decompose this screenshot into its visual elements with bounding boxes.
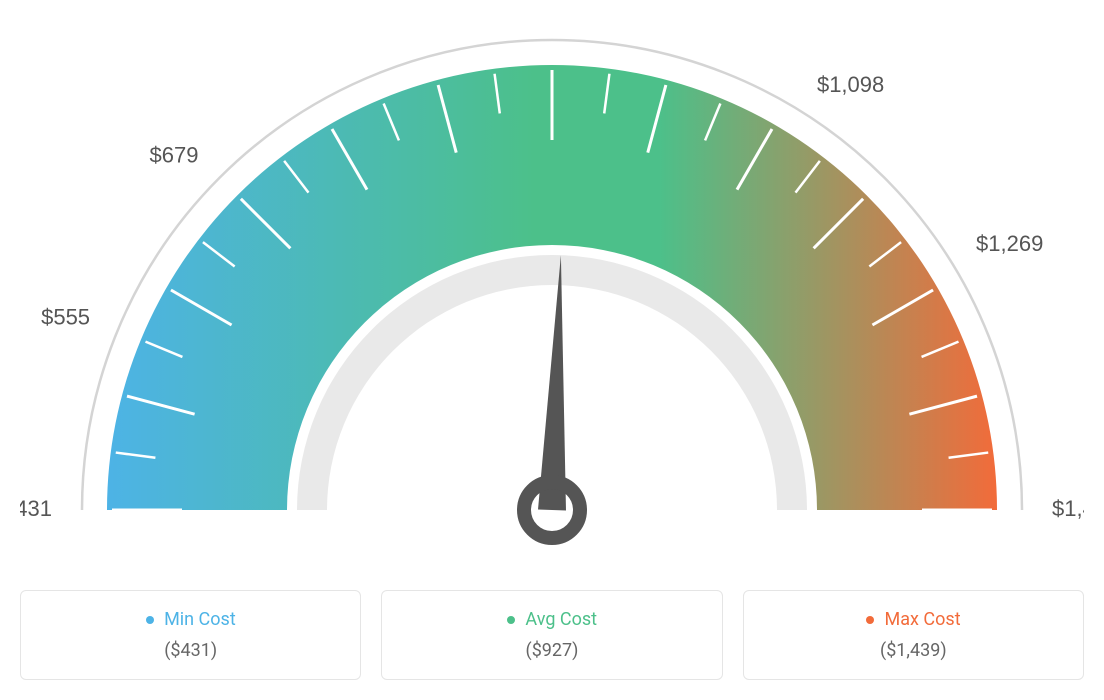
svg-text:$431: $431 (20, 496, 52, 521)
legend: Min Cost ($431) Avg Cost ($927) Max Cost… (20, 590, 1084, 680)
legend-avg-value: ($927) (394, 640, 709, 661)
gauge-area: $431 $555 $679 $927 $1,098 $1,269 $1,439 (20, 20, 1084, 570)
svg-text:$1,098: $1,098 (817, 72, 884, 97)
legend-avg: Avg Cost ($927) (381, 590, 722, 680)
legend-min: Min Cost ($431) (20, 590, 361, 680)
legend-min-label: Min Cost (33, 609, 348, 630)
svg-text:$1,269: $1,269 (976, 231, 1043, 256)
svg-text:$1,439: $1,439 (1052, 496, 1084, 521)
legend-max-text: Max Cost (885, 609, 961, 630)
legend-max-label: Max Cost (756, 609, 1071, 630)
legend-avg-text: Avg Cost (525, 609, 597, 630)
svg-text:$927: $927 (528, 20, 577, 21)
cost-gauge-chart: $431 $555 $679 $927 $1,098 $1,269 $1,439 Min C… (20, 20, 1084, 680)
dot-icon (146, 616, 154, 624)
legend-avg-label: Avg Cost (394, 609, 709, 630)
dot-icon (507, 616, 515, 624)
legend-min-value: ($431) (33, 640, 348, 661)
legend-min-text: Min Cost (164, 609, 236, 630)
svg-text:$679: $679 (149, 142, 198, 167)
svg-text:$555: $555 (41, 305, 90, 330)
legend-max: Max Cost ($1,439) (743, 590, 1084, 680)
legend-max-value: ($1,439) (756, 640, 1071, 661)
gauge-svg: $431 $555 $679 $927 $1,098 $1,269 $1,439 (20, 20, 1084, 570)
dot-icon (866, 616, 874, 624)
